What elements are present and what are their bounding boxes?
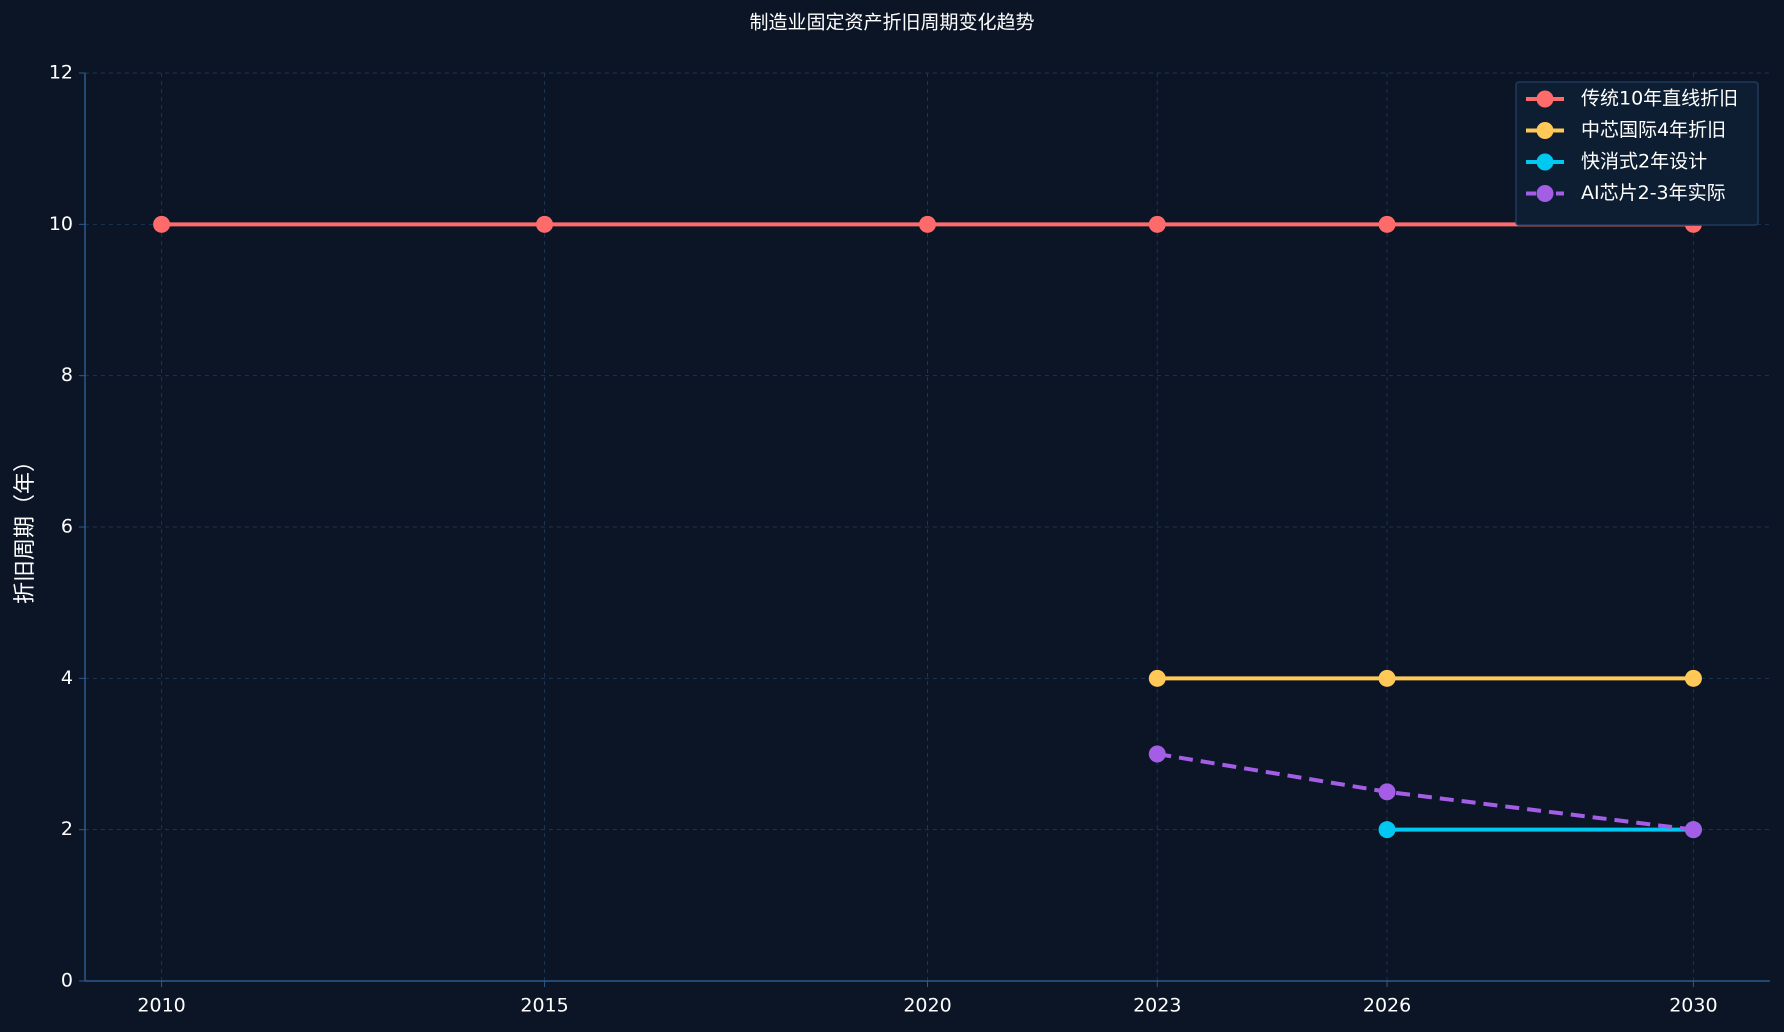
legend-marker	[1536, 122, 1554, 139]
y-tick-label: 10	[49, 213, 73, 235]
data-point	[1684, 669, 1702, 687]
data-point	[919, 215, 936, 233]
y-tick-label: 12	[49, 62, 73, 84]
legend-box	[1515, 81, 1759, 226]
y-tick-label: 4	[61, 667, 73, 689]
legend-label: 快消式2年设计	[1581, 151, 1707, 173]
x-tick-label: 2010	[137, 995, 185, 1017]
x-tick-label: 2023	[1133, 995, 1181, 1017]
x-tick-label: 2020	[903, 995, 951, 1017]
chart-title: 制造业固定资产折旧周期变化趋势	[749, 12, 1034, 34]
legend-marker	[1536, 153, 1554, 171]
legend-marker	[1536, 185, 1554, 202]
data-point	[1378, 669, 1396, 687]
y-tick-label: 8	[61, 364, 73, 386]
y-tick-label: 0	[61, 970, 73, 992]
data-point	[153, 215, 171, 233]
data-point	[1378, 783, 1396, 801]
data-point	[536, 215, 554, 233]
legend-label: AI芯片2-3年实际	[1581, 182, 1726, 204]
legend-label: 传统10年直线折旧	[1581, 88, 1738, 110]
data-point	[1378, 821, 1396, 839]
x-tick-label: 2030	[1669, 995, 1717, 1017]
data-point	[1148, 669, 1166, 687]
y-tick-label: 6	[61, 516, 73, 538]
x-tick-label: 2026	[1363, 995, 1411, 1017]
data-point	[1148, 745, 1166, 763]
x-tick-label: 2015	[520, 995, 568, 1017]
y-axis-label: 折旧周期（年）	[13, 450, 38, 604]
legend-label: 中芯国际4年折旧	[1581, 119, 1726, 141]
data-point	[1378, 215, 1396, 233]
data-point	[1148, 215, 1166, 233]
y-tick-label: 2	[61, 818, 73, 840]
data-point	[1684, 821, 1702, 839]
legend-marker	[1536, 90, 1554, 108]
